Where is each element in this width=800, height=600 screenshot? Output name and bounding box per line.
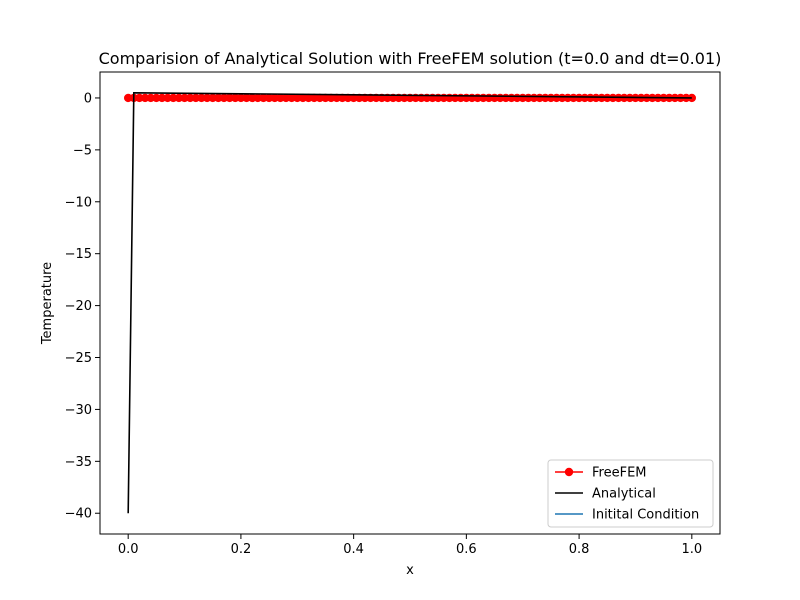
legend-label: Analytical (592, 487, 656, 502)
y-tick-label: −30 (65, 403, 92, 418)
y-axis: 0 −5 −10 −15 −20 −25 −30 −35 −40 (65, 91, 100, 522)
x-axis-label: x (406, 563, 414, 578)
y-tick-label: −25 (65, 351, 92, 366)
y-tick-label: −40 (65, 507, 92, 522)
axes-frame (99, 71, 721, 535)
series-analytical-line (127, 91, 692, 514)
y-axis-label: Temperature (40, 262, 55, 345)
legend-label: Initital Condition (592, 508, 699, 523)
x-axis: 0.0 0.2 0.4 0.6 0.8 1.0 (118, 534, 702, 557)
y-tick-label: 0 (84, 91, 92, 106)
legend-marker (564, 467, 574, 477)
y-tick-label: −10 (65, 195, 92, 210)
freefem-point (687, 93, 697, 103)
x-tick-label: 0.8 (569, 542, 590, 557)
x-tick-label: 0.4 (343, 542, 364, 557)
y-tick-label: −5 (73, 143, 92, 158)
legend-label: FreeFEM (592, 466, 647, 481)
x-tick-label: 0.6 (456, 542, 477, 557)
x-tick-label: 0.0 (118, 542, 139, 557)
chart-title: Comparision of Analytical Solution with … (99, 49, 722, 68)
x-tick-label: 1.0 (681, 542, 702, 557)
legend-box (547, 459, 714, 528)
plot-area (123, 91, 697, 514)
y-tick-label: −15 (65, 247, 92, 262)
y-tick-label: −20 (65, 299, 92, 314)
legend: FreeFEM Analytical Initital Condition (547, 459, 714, 528)
x-tick-label: 0.2 (231, 542, 252, 557)
y-tick-label: −35 (65, 455, 92, 470)
